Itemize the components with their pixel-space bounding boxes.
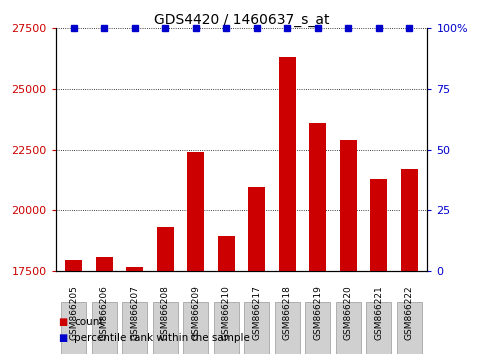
Text: GSM866218: GSM866218	[283, 285, 292, 340]
Bar	[187, 152, 204, 354]
Text: GSM866220: GSM866220	[344, 285, 353, 340]
FancyBboxPatch shape	[153, 302, 178, 354]
Text: GSM866221: GSM866221	[374, 285, 383, 340]
Text: count: count	[74, 317, 103, 327]
Bar	[66, 260, 82, 354]
FancyBboxPatch shape	[183, 302, 208, 354]
Text: GSM866217: GSM866217	[252, 285, 261, 340]
FancyBboxPatch shape	[366, 302, 391, 354]
Text: GSM866210: GSM866210	[222, 285, 231, 340]
FancyBboxPatch shape	[92, 302, 117, 354]
Text: ■: ■	[58, 317, 67, 327]
Bar	[340, 140, 356, 354]
Title: GDS4420 / 1460637_s_at: GDS4420 / 1460637_s_at	[154, 13, 329, 27]
Bar	[309, 123, 326, 354]
Bar	[370, 179, 387, 354]
FancyBboxPatch shape	[336, 302, 361, 354]
FancyBboxPatch shape	[305, 302, 330, 354]
Bar	[401, 169, 417, 354]
Text: GSM866222: GSM866222	[405, 285, 413, 340]
Bar	[127, 267, 143, 354]
Text: GSM866209: GSM866209	[191, 285, 200, 340]
Bar	[96, 257, 113, 354]
FancyBboxPatch shape	[275, 302, 300, 354]
FancyBboxPatch shape	[397, 302, 422, 354]
FancyBboxPatch shape	[61, 302, 86, 354]
Text: GSM866206: GSM866206	[100, 285, 109, 340]
Bar	[157, 227, 174, 354]
Bar	[218, 236, 235, 354]
FancyBboxPatch shape	[244, 302, 269, 354]
Text: percentile rank within the sample: percentile rank within the sample	[74, 333, 250, 343]
Bar	[248, 187, 265, 354]
FancyBboxPatch shape	[214, 302, 239, 354]
Text: GSM866207: GSM866207	[130, 285, 139, 340]
Text: ■: ■	[58, 333, 67, 343]
Bar	[279, 57, 296, 354]
Text: GSM866208: GSM866208	[161, 285, 170, 340]
Text: GSM866205: GSM866205	[70, 285, 78, 340]
Text: GSM866219: GSM866219	[313, 285, 322, 340]
FancyBboxPatch shape	[122, 302, 147, 354]
